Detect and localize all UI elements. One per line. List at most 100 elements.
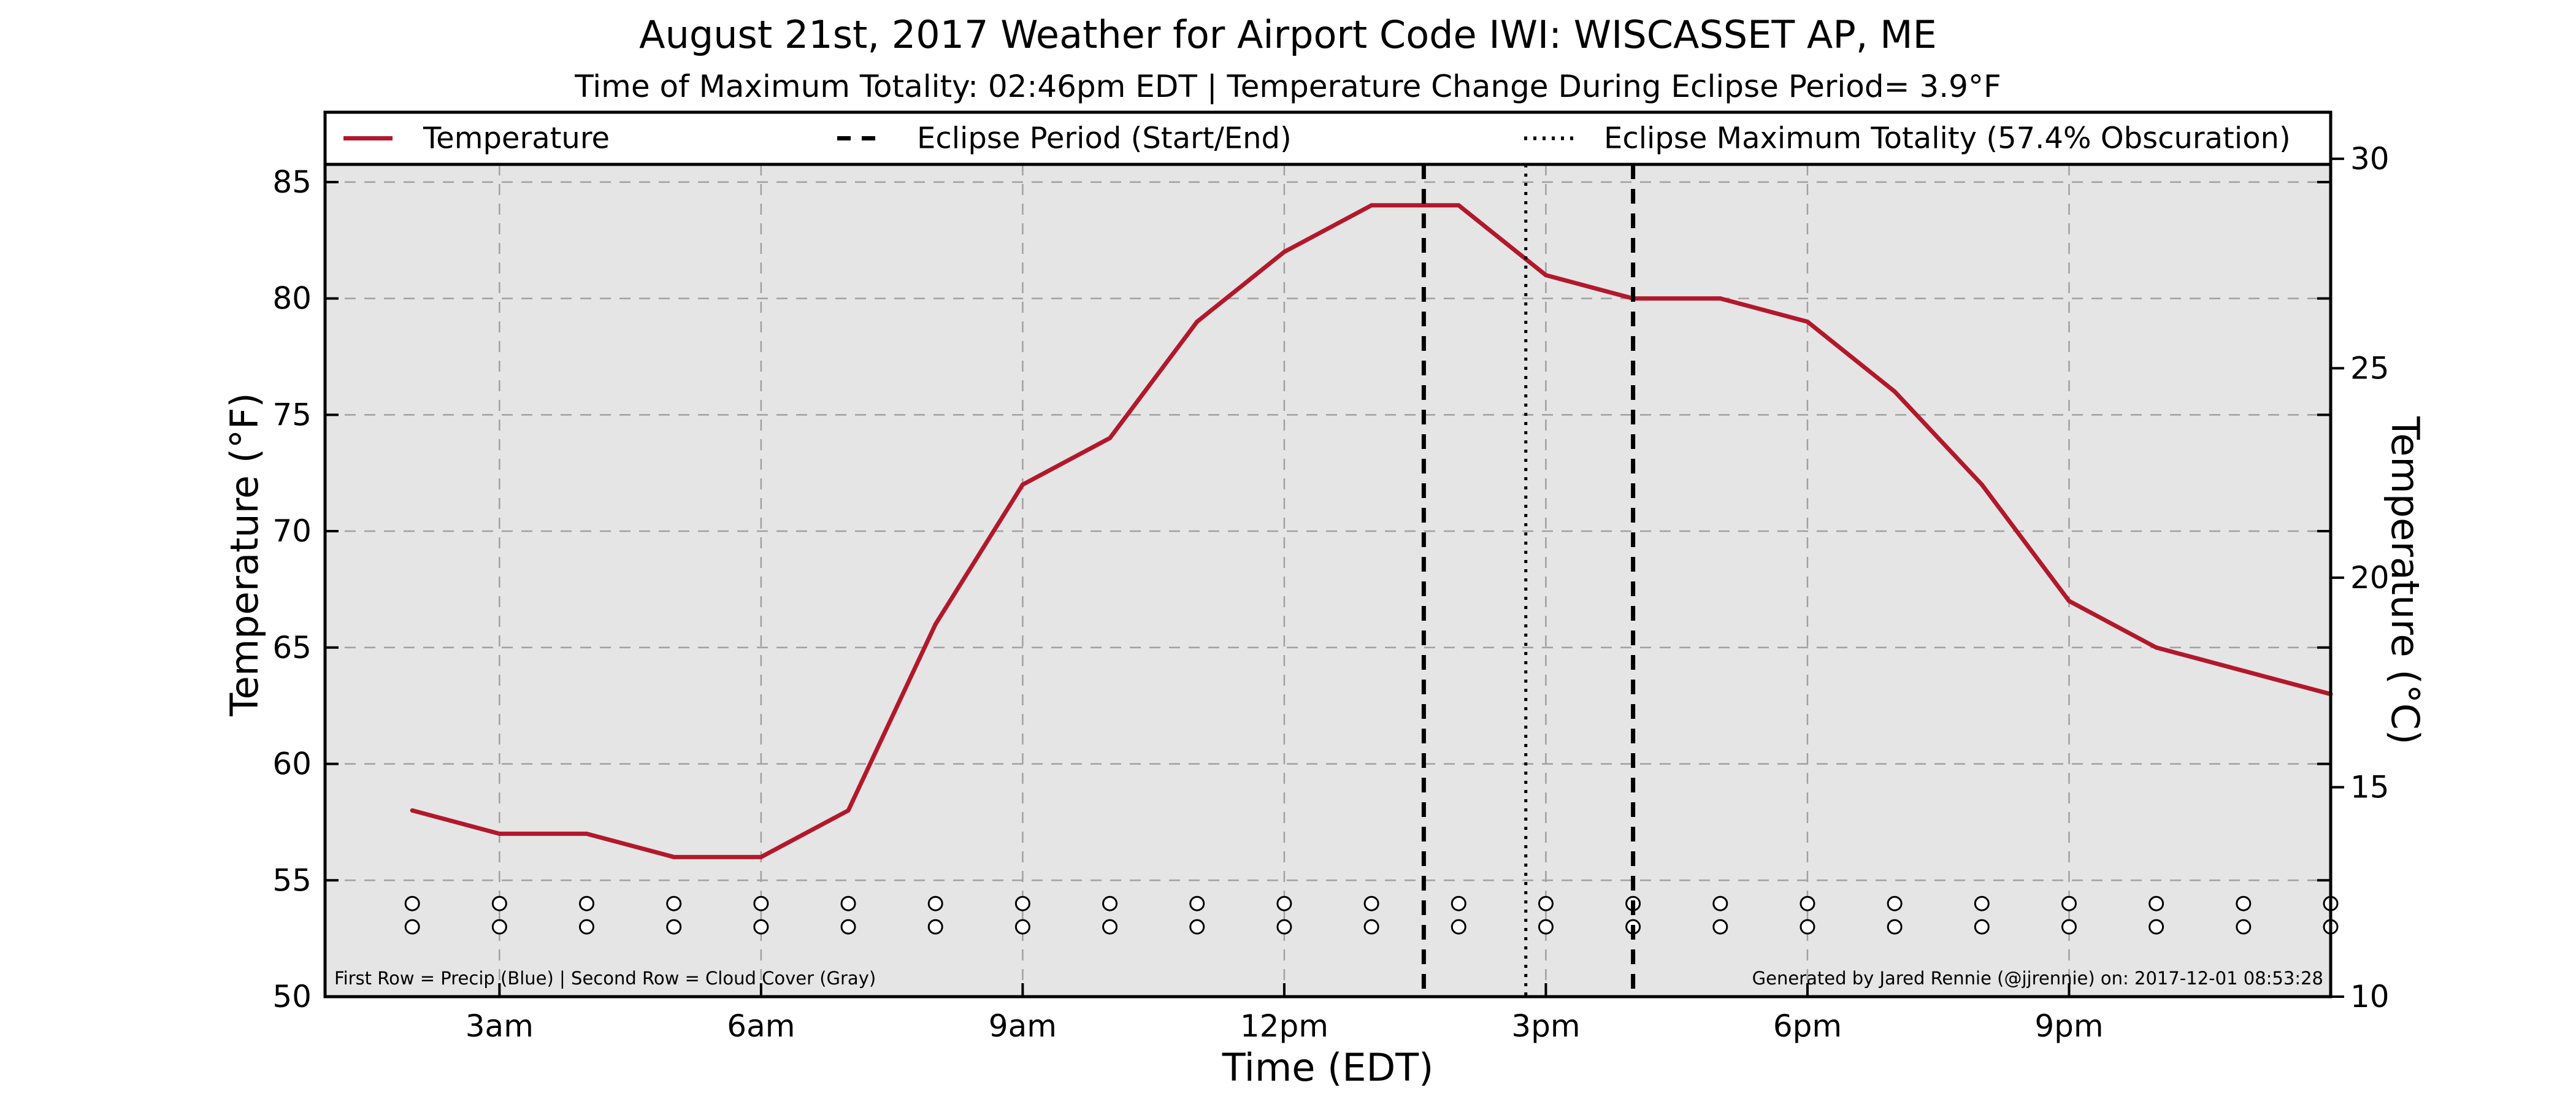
precip-marker (491, 895, 507, 911)
cloud-cover-marker (840, 919, 856, 935)
y-tick-label: 80 (272, 281, 312, 316)
cloud-cover-marker (2061, 919, 2077, 935)
precip-marker (1712, 895, 1728, 911)
precip-marker (1014, 895, 1030, 911)
precip-marker (666, 895, 682, 911)
temperature-point (1369, 203, 1374, 208)
y-tick-label: 55 (272, 862, 312, 898)
precip-marker (1363, 895, 1379, 911)
temperature-point (2066, 599, 2071, 604)
precip-marker (1451, 895, 1466, 911)
temperature-point (2241, 669, 2246, 673)
temperature-point (1892, 389, 1897, 394)
cloud-cover-marker (491, 919, 507, 935)
legend: Temperature Eclipse Period (Start/End) E… (323, 110, 2333, 166)
x-tick-label: 12pm (1240, 1008, 1328, 1044)
cloud-cover-marker (1974, 919, 1990, 935)
precip-marker (1538, 895, 1554, 911)
y-axis-label-right: Temperature (°C) (2383, 416, 2428, 745)
y-tick-label: 75 (272, 397, 312, 432)
cloud-cover-marker (753, 919, 769, 935)
temperature-point (933, 622, 938, 627)
y-tick-label: 60 (272, 746, 312, 782)
precip-marker (927, 895, 943, 911)
x-tick-label: 3pm (1511, 1008, 1580, 1044)
cloud-cover-marker (579, 919, 595, 935)
cloud-cover-marker (1800, 919, 1815, 935)
precip-marker (1276, 895, 1292, 911)
y-right-tick-label: 25 (2350, 350, 2390, 386)
temperature-point (497, 831, 502, 836)
precip-marker (2236, 895, 2252, 911)
cloud-cover-marker (666, 919, 682, 935)
cloud-cover-marker (2149, 919, 2164, 935)
cloud-cover-marker (1451, 919, 1466, 935)
cloud-cover-marker (1712, 919, 1728, 935)
y-right-tick-label: 20 (2350, 560, 2390, 596)
y-tick-label: 50 (272, 979, 312, 1014)
x-tick-label: 9pm (2034, 1008, 2103, 1044)
precip-marker (1974, 895, 1990, 911)
temperature-point (1718, 296, 1723, 301)
temperature-point (1543, 273, 1548, 278)
temperature-point (1456, 203, 1461, 208)
y-right-tick-label: 15 (2350, 769, 2390, 805)
cloud-cover-marker (1276, 919, 1292, 935)
y-axis-label-left: Temperature (°F) (222, 393, 267, 716)
cloud-cover-marker (927, 919, 943, 935)
grid (325, 164, 2331, 997)
temperature-point (846, 808, 851, 813)
legend-eclipse-period-label: Eclipse Period (Start/End) (917, 121, 1292, 156)
y-right-tick-label: 10 (2350, 979, 2390, 1014)
cloud-cover-marker (1014, 919, 1030, 935)
temperature-point (1108, 435, 1113, 440)
precip-marker (1102, 895, 1118, 911)
x-axis-label: Time (EDT) (1222, 1045, 1434, 1090)
cloud-cover-marker (1363, 919, 1379, 935)
cloud-cover-marker (1189, 919, 1205, 935)
temperature-point (1020, 482, 1025, 487)
eclipse-lines (1421, 164, 1636, 997)
y-tick-label: 70 (272, 513, 312, 549)
precip-marker (1800, 895, 1815, 911)
x-tick-label: 3am (466, 1008, 534, 1044)
footnote-left: First Row = Precip (Blue) | Second Row =… (334, 968, 876, 989)
plot-area (325, 112, 2331, 997)
cloud-cover-marker (1102, 919, 1118, 935)
x-tick-label: 9am (989, 1008, 1057, 1044)
cloud-cover-marker (2236, 919, 2252, 935)
x-tick-label: 6pm (1773, 1008, 1842, 1044)
precip-marker (1887, 895, 1903, 911)
precip-marker (1189, 895, 1205, 911)
legend-max-totality-label: Eclipse Maximum Totality (57.4% Obscurat… (1604, 121, 2291, 156)
precip-marker (2061, 895, 2077, 911)
legend-temperature-label: Temperature (423, 121, 610, 156)
y-tick-label: 85 (272, 164, 312, 200)
temperature-point (759, 854, 764, 859)
temperature-point (672, 854, 677, 859)
temperature-point (2154, 645, 2159, 650)
temperature-point (1979, 482, 1984, 487)
cloud-cover-marker (1887, 919, 1903, 935)
y-tick-label: 65 (272, 630, 312, 665)
precip-marker (404, 895, 420, 911)
temperature-point (1195, 320, 1200, 324)
cloud-cover-marker (1538, 919, 1554, 935)
precip-marker (753, 895, 769, 911)
chart-subtitle: Time of Maximum Totality: 02:46pm EDT | … (574, 69, 2001, 104)
temperature-point (585, 831, 589, 836)
axis-ticks: 50 55 60 65 70 75 80 85 10 15 20 25 30 3am 6am 9am 12pm 3… (272, 141, 2389, 1044)
temperature-point (410, 808, 415, 813)
footnote-right: Generated by Jared Rennie (@jjrennie) on… (1752, 968, 2323, 989)
legend-box (323, 110, 2333, 166)
chart-title: August 21st, 2017 Weather for Airport Co… (639, 12, 1937, 57)
x-tick-label: 6am (727, 1008, 795, 1044)
temperature-point (1805, 320, 1810, 324)
temperature-point (1282, 250, 1287, 255)
y-right-tick-label: 30 (2350, 141, 2390, 177)
cloud-cover-marker (404, 919, 420, 935)
precip-marker (840, 895, 856, 911)
precip-marker (579, 895, 595, 911)
precip-marker (2149, 895, 2164, 911)
